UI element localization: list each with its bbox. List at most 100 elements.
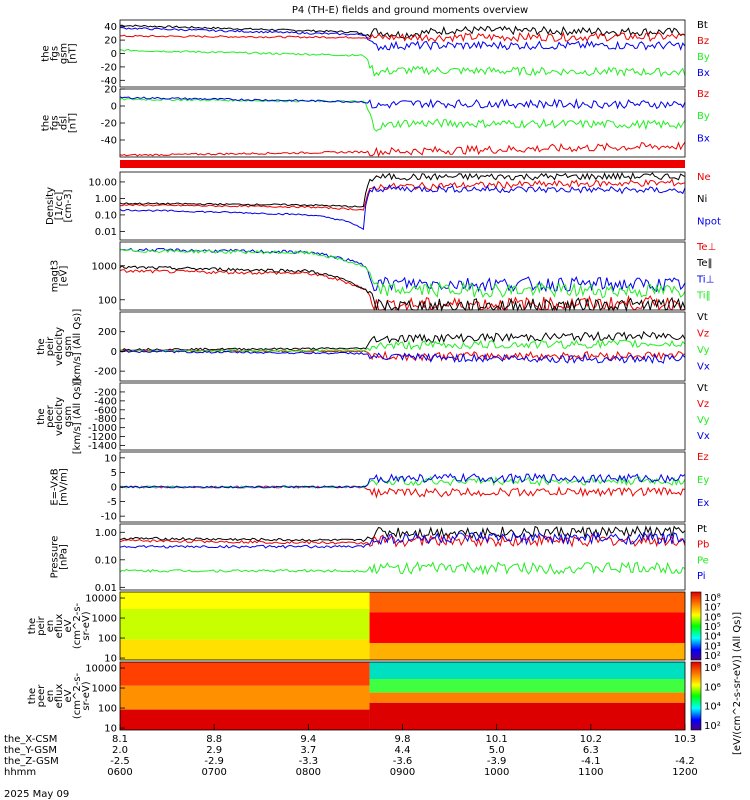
y-axis-label: sr-eV): [81, 681, 92, 710]
heatmap-cell: [120, 592, 370, 609]
y-axis-label: the: [36, 338, 47, 354]
x-tick-label: 5.0: [489, 745, 505, 756]
y-axis-label: magt3: [50, 260, 61, 293]
x-tick-label: 9.4: [300, 734, 316, 745]
legend-Bx: Bx: [697, 68, 710, 79]
legend-By: By: [697, 52, 710, 63]
y-axis-label: en: [45, 620, 56, 633]
legend-Ez: Ez: [697, 452, 709, 463]
legend-Vy: Vy: [697, 415, 710, 426]
legend-Bz: Bz: [697, 36, 709, 47]
y-axis-label: [nT]: [68, 43, 79, 63]
y-tick-label: 1000: [92, 684, 117, 695]
legend-Bz: Bz: [697, 89, 709, 100]
x-tick-label: -3.6: [393, 756, 413, 767]
y-axis-label: en: [45, 690, 56, 703]
x-tick-label: 10.1: [486, 734, 508, 745]
y-axis-label: [mV/m]: [59, 468, 70, 506]
series-line-Ni: [119, 171, 686, 208]
legend-Ne: Ne: [697, 172, 711, 183]
x-tick-label: -2.9: [204, 756, 224, 767]
y-axis-label: eV: [63, 689, 74, 702]
y-axis-label: the: [27, 618, 38, 634]
y-axis-label: velocity: [54, 397, 65, 436]
x-tick-label: 3.7: [300, 745, 316, 756]
y-axis-label: [nT]: [68, 113, 79, 133]
heatmap-cell: [120, 609, 370, 640]
y-tick-label: 10: [104, 724, 117, 735]
y-axis-label: the: [41, 115, 52, 131]
y-axis-label: the: [36, 408, 47, 424]
y-tick-label: 20: [104, 36, 117, 47]
colorbar-label: [eV/(cm^2-s-sr-eV)] (All Qs)]: [732, 612, 743, 755]
heatmap-cell: [120, 685, 370, 710]
panel-peir-velocity: Vt Vz Vy Vx 200 0 -200 thepeirvelocitygsm[km/s]…: [36, 309, 710, 385]
heatmap-cell: [369, 702, 685, 730]
y-tick-label: -40: [101, 136, 117, 147]
panel-pressure: Pt Pb Pe Pi 1.00 0.10 0.01 Pressure[nPa]: [50, 523, 709, 594]
colorbar-tick-label: 10⁶: [704, 682, 721, 693]
y-tick-label: 1000: [92, 261, 117, 272]
date-label: 2025 May 09: [4, 789, 69, 800]
x-tick-label: 1200: [672, 767, 697, 778]
y-tick-label: 100: [98, 704, 117, 715]
y-axis-label: Density: [45, 187, 56, 225]
legend-Vt: Vt: [697, 312, 708, 323]
legend-Bt: Bt: [697, 20, 708, 31]
colorbar-tick-label: 10²: [704, 721, 721, 732]
legend-Vy: Vy: [697, 345, 710, 356]
y-tick-label: 0.10: [95, 555, 117, 566]
y-tick-label: 10: [104, 453, 117, 464]
heatmap-cell: [369, 643, 685, 660]
colorbar-tick-label: 10⁸: [704, 593, 721, 604]
series-line-Bx: [119, 26, 686, 52]
x-tick-label: 8.8: [206, 734, 222, 745]
legend-Pe: Pe: [697, 555, 709, 566]
colorbar: [690, 661, 702, 731]
x-tick-label: 1100: [578, 767, 603, 778]
series-line-Vx: [119, 350, 686, 365]
series-line-Bz: [119, 141, 686, 158]
y-tick-label: 0.01: [95, 583, 117, 594]
y-axis-label: eflux: [54, 614, 65, 639]
y-axis-label: the: [27, 688, 38, 704]
y-tick-label: 100: [98, 634, 117, 645]
y-tick-label: 0.10: [95, 210, 117, 221]
legend-Ey: Ey: [697, 475, 709, 486]
y-tick-label: -400: [94, 396, 117, 407]
series-line-Npot: [119, 184, 686, 231]
heatmap-cell: [369, 692, 685, 703]
colorbar: [690, 591, 702, 661]
series-line-Pe: [119, 561, 686, 576]
x-tick-label: 4.4: [395, 745, 411, 756]
y-tick-label: -20: [101, 62, 117, 73]
x-tick-label: -3.9: [487, 756, 507, 767]
panel-frame: [119, 591, 686, 661]
y-tick-label: 10000: [85, 664, 117, 675]
panel-frame: [119, 311, 686, 382]
series-line-By: [119, 48, 686, 78]
colorbar-tick-label: 10⁵: [704, 622, 721, 633]
y-tick-label: 10: [104, 654, 117, 665]
heatmap-cell: [369, 612, 685, 643]
y-tick-label: 20: [104, 85, 117, 96]
y-axis-label: eV: [63, 619, 74, 632]
y-tick-label: 10000: [85, 594, 117, 605]
series-line-Bx: [119, 96, 686, 110]
legend-Te‖: Te‖: [696, 258, 713, 269]
y-tick-label: 1.00: [95, 528, 117, 539]
y-tick-label: 0: [111, 102, 117, 113]
y-axis-label: the: [41, 45, 52, 61]
legend-Bx: Bx: [697, 133, 710, 144]
x-tick-label: -4.2: [675, 756, 695, 767]
x-tick-label: 10.3: [674, 734, 696, 745]
y-tick-label: 10.00: [88, 177, 117, 188]
x-tick-label: 0900: [390, 767, 415, 778]
y-tick-label: 0.01: [95, 227, 117, 238]
series-line-Ey: [119, 475, 686, 489]
series-line-Vt: [119, 330, 686, 351]
legend-Ti⊥: Ti⊥: [696, 274, 714, 285]
panel-efield: Ez Ey Ex 10 5 0 -5 -10 E=-VxB[mV/m]: [50, 451, 709, 523]
